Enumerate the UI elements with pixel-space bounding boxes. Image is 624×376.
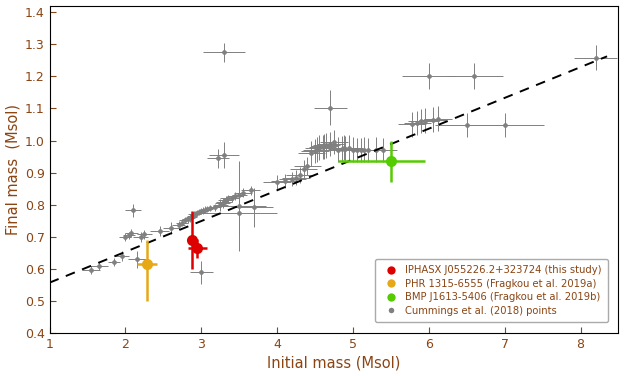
Y-axis label: Final mass  (Msol): Final mass (Msol) [6,104,21,235]
Legend: IPHASX J055226.2+323724 (this study), PHR 1315-6555 (Fragkou et al. 2019a), BMP : IPHASX J055226.2+323724 (this study), PH… [375,259,608,322]
X-axis label: Initial mass (Msol): Initial mass (Msol) [267,355,401,370]
